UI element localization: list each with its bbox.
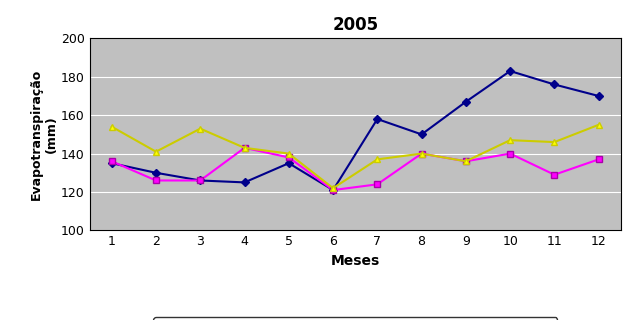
Thornthwaite [462,159,470,163]
Penman-Monteith [374,117,381,121]
Thornthwaite [506,138,514,142]
Hargreaves [418,152,426,156]
Y-axis label: Evapotranspiração
(mm): Evapotranspiração (mm) [30,69,58,200]
Thornthwaite [329,186,337,190]
Thornthwaite [374,157,381,161]
Hargreaves [152,179,160,182]
Line: Penman-Monteith: Penman-Monteith [109,68,602,193]
Penman-Monteith [108,161,116,165]
Thornthwaite [108,125,116,129]
Penman-Monteith [462,100,470,104]
Hargreaves [241,146,248,150]
Title: 2005: 2005 [332,16,378,34]
Thornthwaite [550,140,558,144]
Penman-Monteith [418,132,426,136]
Penman-Monteith [196,179,204,182]
Line: Thornthwaite: Thornthwaite [108,121,602,192]
Hargreaves [329,188,337,192]
Penman-Monteith [152,171,160,175]
Penman-Monteith [329,188,337,192]
Penman-Monteith [241,180,248,184]
Legend: Penman-Monteith, Hargreaves, Thornthwaite: Penman-Monteith, Hargreaves, Thornthwait… [154,317,557,320]
Hargreaves [374,182,381,186]
Hargreaves [550,173,558,177]
Thornthwaite [152,150,160,154]
Hargreaves [462,159,470,163]
Hargreaves [196,179,204,182]
Thornthwaite [595,123,602,127]
Thornthwaite [196,127,204,131]
Penman-Monteith [285,161,292,165]
Line: Hargreaves: Hargreaves [109,145,602,193]
Penman-Monteith [550,83,558,86]
X-axis label: Meses: Meses [331,254,380,268]
Penman-Monteith [506,69,514,73]
Hargreaves [285,156,292,159]
Penman-Monteith [595,94,602,98]
Thornthwaite [418,152,426,156]
Thornthwaite [241,146,248,150]
Hargreaves [108,159,116,163]
Thornthwaite [285,152,292,156]
Hargreaves [595,157,602,161]
Hargreaves [506,152,514,156]
